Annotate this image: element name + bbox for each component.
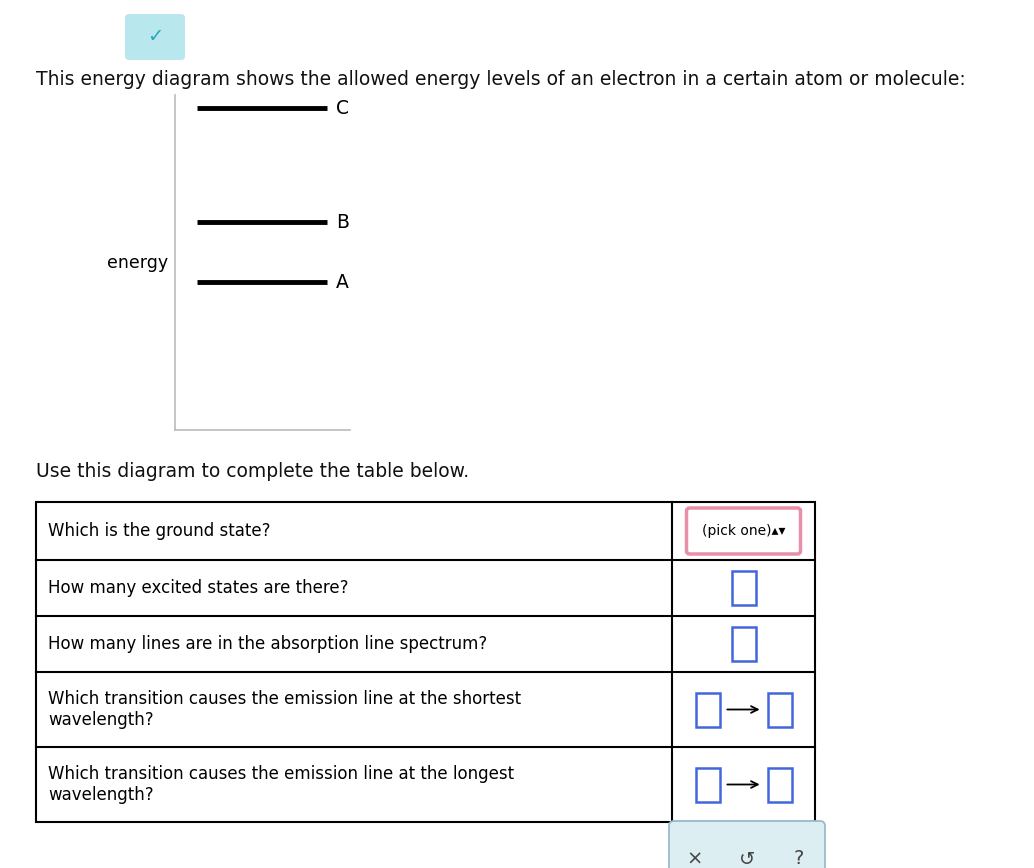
Bar bbox=[731, 571, 756, 605]
Bar bbox=[731, 627, 756, 661]
FancyBboxPatch shape bbox=[687, 508, 800, 554]
Text: energy: energy bbox=[107, 253, 168, 272]
Bar bbox=[36, 502, 815, 822]
Text: B: B bbox=[336, 214, 349, 233]
Bar bbox=[696, 767, 720, 801]
Bar bbox=[767, 693, 791, 727]
Text: ✓: ✓ bbox=[147, 28, 163, 47]
Text: ↺: ↺ bbox=[739, 850, 755, 868]
Text: ×: × bbox=[687, 850, 703, 868]
Text: ?: ? bbox=[794, 850, 804, 868]
Text: A: A bbox=[336, 273, 348, 293]
Text: Which transition causes the emission line at the longest
wavelength?: Which transition causes the emission lin… bbox=[48, 765, 514, 804]
Text: How many excited states are there?: How many excited states are there? bbox=[48, 579, 348, 597]
Text: How many lines are in the absorption line spectrum?: How many lines are in the absorption lin… bbox=[48, 635, 487, 653]
FancyBboxPatch shape bbox=[125, 14, 185, 60]
Text: C: C bbox=[336, 100, 349, 119]
Text: Which transition causes the emission line at the shortest
wavelength?: Which transition causes the emission lin… bbox=[48, 690, 521, 729]
Text: (pick one)▴▾: (pick one)▴▾ bbox=[702, 524, 785, 538]
Text: This energy diagram shows the allowed energy levels of an electron in a certain : This energy diagram shows the allowed en… bbox=[36, 70, 966, 89]
Bar bbox=[696, 693, 720, 727]
Bar bbox=[767, 767, 791, 801]
FancyBboxPatch shape bbox=[669, 821, 825, 868]
Text: Which is the ground state?: Which is the ground state? bbox=[48, 522, 271, 540]
Text: Use this diagram to complete the table below.: Use this diagram to complete the table b… bbox=[36, 462, 469, 481]
